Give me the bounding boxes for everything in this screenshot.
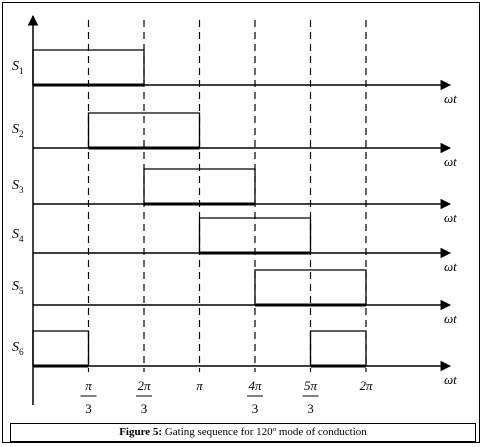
signal-label-s3: S3: [12, 178, 24, 195]
omega-t-label-1: ωt: [444, 91, 457, 106]
pulse-s1-1: [32, 49, 145, 85]
signal-subscript-s2: 2: [19, 129, 24, 139]
signal-label-s4: S4: [12, 227, 24, 244]
signal-subscript-s1: 1: [19, 66, 24, 76]
tick-denominator-5: 3: [307, 401, 314, 416]
tick-numerator-6: 2π: [359, 378, 373, 393]
pulse-s4-1: [198, 217, 312, 253]
signal-subscript-s6: 6: [19, 347, 24, 357]
signal-label-s2: S2: [12, 122, 24, 139]
signal-label-s6: S6: [12, 340, 24, 357]
pulse-s3-1: [143, 168, 256, 204]
tick-denominator-1: 3: [85, 401, 92, 416]
tick-numerator-5: 5π: [304, 378, 318, 393]
signal-subscript-s4: 4: [19, 234, 24, 244]
caption-text: Gating sequence for 120º mode of conduct…: [162, 426, 367, 438]
signal-label-s1: S1: [12, 59, 24, 76]
pulse-s6-2: [309, 330, 367, 366]
pulse-s2-1: [87, 112, 201, 148]
omega-t-label-4: ωt: [444, 259, 457, 274]
tick-numerator-4: 4π: [248, 378, 262, 393]
omega-t-label-3: ωt: [444, 210, 457, 225]
omega-t-label-5: ωt: [444, 311, 457, 326]
tick-numerator-3: π: [196, 378, 203, 393]
tick-numerator-2: 2π: [137, 378, 151, 393]
signal-subscript-s3: 3: [19, 185, 24, 195]
figure-caption: Figure 5: Gating sequence for 120º mode …: [10, 423, 476, 442]
omega-t-label-2: ωt: [444, 154, 457, 169]
figure-frame: [2, 2, 480, 443]
signal-label-s5: S5: [12, 279, 24, 296]
tick-denominator-4: 3: [252, 401, 259, 416]
tick-denominator-2: 3: [141, 401, 148, 416]
signal-subscript-s5: 5: [19, 286, 24, 296]
omega-t-label-6: ωt: [444, 372, 457, 387]
pulse-s6-1: [32, 330, 90, 366]
caption-label: Figure 5:: [119, 426, 163, 438]
tick-numerator-1: π: [85, 378, 92, 393]
pulse-s5-1: [254, 269, 367, 305]
